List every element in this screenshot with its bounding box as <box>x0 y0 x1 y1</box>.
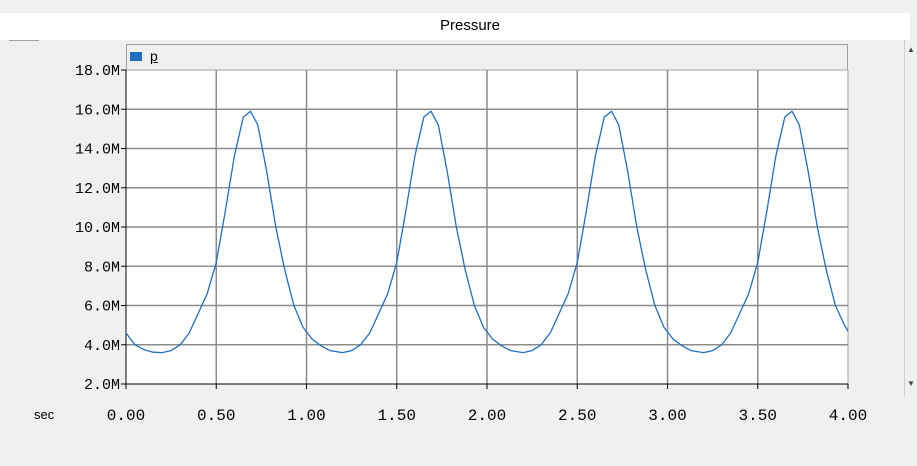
header-divider <box>9 40 39 41</box>
series-line-p <box>125 110 849 354</box>
x-axis-unit-label: sec <box>34 407 55 422</box>
y-tick-label: 16.0M <box>75 102 120 119</box>
x-tick-label: 1.50 <box>378 407 416 425</box>
x-tick-label: 2.00 <box>468 407 506 425</box>
x-tick-label: 2.50 <box>558 407 596 425</box>
y-tick-label: 18.0M <box>75 63 120 80</box>
x-tick-label: 4.00 <box>829 407 867 425</box>
grid-lines <box>126 70 848 384</box>
y-tick-label: 2.0M <box>84 377 120 394</box>
x-tick-label: 0.00 <box>107 407 145 425</box>
legend[interactable]: p <box>126 44 848 70</box>
y-tick-label: 10.0M <box>75 220 120 237</box>
x-tick-label: 0.50 <box>197 407 235 425</box>
y-tick-label: 4.0M <box>84 338 120 355</box>
title-bar <box>0 13 910 40</box>
y-tick-label: 8.0M <box>84 259 120 276</box>
x-tick-label: 1.00 <box>287 407 325 425</box>
x-tick-label: 3.00 <box>648 407 686 425</box>
axes: 0.00 0.50 1.00 1.50 2.00 2.50 3.00 3.50 4.00 2.0M… <box>75 63 867 425</box>
series-layer <box>125 110 849 354</box>
legend-label-p[interactable]: p <box>150 48 158 64</box>
x-tick-label: 3.50 <box>739 407 777 425</box>
vertical-scrollbar[interactable]: ▲ ▼ <box>904 40 917 397</box>
up-arrow-icon[interactable]: ▲ <box>907 45 915 54</box>
y-tick-label: 14.0M <box>75 142 120 159</box>
y-tick-label: 6.0M <box>84 299 120 316</box>
legend-swatch-icon <box>130 52 142 61</box>
y-tick-label: 12.0M <box>75 181 120 198</box>
chart-title: Pressure <box>439 17 501 34</box>
down-arrow-icon[interactable]: ▼ <box>907 379 915 388</box>
